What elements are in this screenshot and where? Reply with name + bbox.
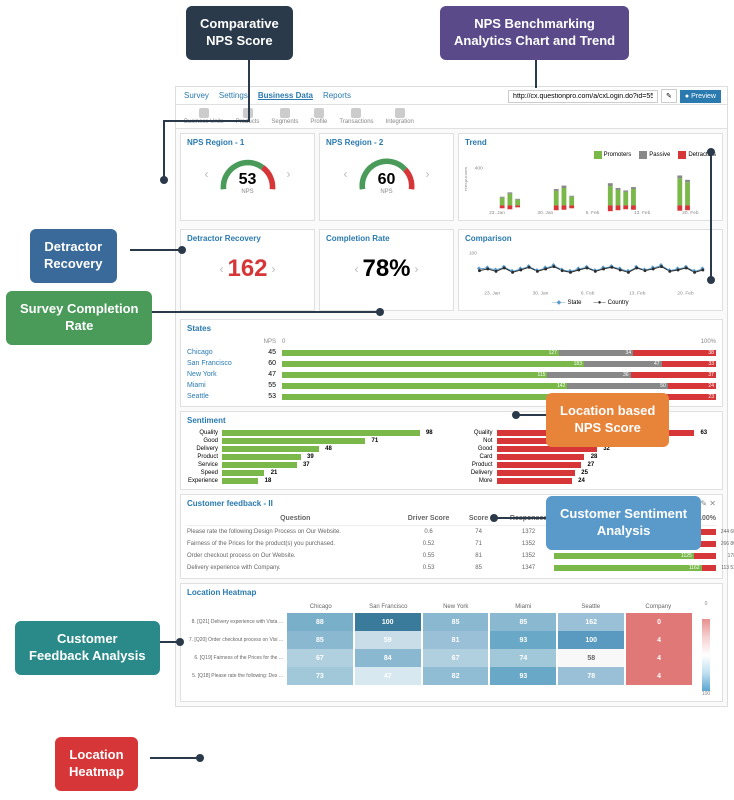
gauge-2: 60 NPS [352, 151, 422, 196]
svg-text:23. Jan: 23. Jan [484, 290, 500, 295]
callout-feedback: Customer Feedback Analysis [15, 621, 160, 675]
chevron-left-icon[interactable]: ‹ [340, 167, 352, 181]
top-nav: Survey Settings Business Data Reports ✎ ● P… [176, 87, 727, 105]
states-row: Chicago451273438 [187, 347, 716, 358]
chevron-left-icon[interactable]: ‹ [350, 262, 362, 276]
callout-sentiment: Customer Sentiment Analysis [546, 496, 701, 550]
states-row: New York471153637 [187, 369, 716, 380]
heatmap-row: 6. [Q19] Fairness of the Prices for the … [187, 649, 692, 667]
detractor-card: Detractor Recovery ‹ 162 › [180, 229, 315, 311]
card-actions[interactable]: ✎ ✕ [700, 499, 716, 508]
subnav-profile[interactable]: Profile [310, 108, 327, 125]
svg-text:Responses: Responses [465, 166, 469, 191]
detractor-value: 162 [227, 247, 267, 291]
states-row: San Francisco601834733 [187, 358, 716, 369]
callout-benchmarking: NPS Benchmarking Analytics Chart and Tre… [440, 6, 629, 60]
callout-detractor: Detractor Recovery [30, 229, 117, 283]
gauge2-title: NPS Region - 2 [326, 138, 447, 147]
nav-tab-reports[interactable]: Reports [323, 91, 351, 100]
svg-text:13. Feb: 13. Feb [634, 210, 651, 216]
url-bar: ✎ ● Preview [508, 89, 721, 103]
nav-tab-survey[interactable]: Survey [184, 91, 209, 100]
gauge-1: 53 NPS [213, 151, 283, 196]
feedback-row: Order checkout process on Our Website.0.… [187, 550, 716, 562]
feedback-row: Delivery experience with Company.0.53851… [187, 562, 716, 574]
url-input[interactable] [508, 90, 658, 103]
heatmap-row: 8. [Q21] Delivery experience with Vista … [187, 613, 692, 631]
svg-text:20. Feb: 20. Feb [677, 290, 694, 295]
chevron-right-icon[interactable]: › [283, 167, 295, 181]
chevron-right-icon[interactable]: › [411, 262, 423, 276]
subnav-integration[interactable]: Integration [386, 108, 414, 125]
heatmap-card: Location Heatmap ChicagoSan FranciscoNew… [180, 583, 723, 702]
subnav-transactions[interactable]: Transactions [339, 108, 373, 125]
subnav-segments[interactable]: Segments [271, 108, 298, 125]
svg-text:6. Feb: 6. Feb [586, 210, 600, 216]
trend-chart: Responses 400 23. Jan 30. Jan 6. Feb 13. Feb 2… [465, 161, 716, 216]
svg-text:6. Feb: 6. Feb [581, 290, 595, 295]
completion-value: 78% [362, 247, 410, 291]
svg-text:30. Jan: 30. Jan [533, 290, 549, 295]
comparison-chart: 100 23. Jan 30. Jan 6. Feb 13. Feb 20. Feb [465, 247, 716, 297]
svg-text:13. Feb: 13. Feb [629, 290, 646, 295]
chevron-left-icon[interactable]: ‹ [201, 167, 213, 181]
callout-completion: Survey Completion Rate [6, 291, 152, 345]
heatmap-scale: 0 100 [696, 601, 716, 697]
callout-heatmap: Location Heatmap [55, 737, 138, 791]
heatmap-row: 5. [Q18] Please rate the following: Des … [187, 667, 692, 685]
chevron-right-icon[interactable]: › [268, 262, 280, 276]
trend-title: Trend [465, 138, 716, 147]
sub-nav: Business UnitsProductsSegmentsProfileTra… [176, 105, 727, 129]
preview-button[interactable]: ● Preview [680, 90, 721, 103]
chevron-left-icon[interactable]: ‹ [215, 262, 227, 276]
states-row: Miami551425024 [187, 380, 716, 391]
completion-card: Completion Rate ‹ 78% › [319, 229, 454, 311]
comparison-legend: ─◆─ State─●─ Country [465, 299, 716, 306]
nav-tab-settings[interactable]: Settings [219, 91, 248, 100]
edit-button[interactable]: ✎ [661, 89, 677, 103]
comparison-card: Comparison 10023. Jan30. Jan6. Feb13. Fe… [458, 229, 723, 311]
subnav-business-units[interactable]: Business Units [184, 108, 224, 125]
gauge-card-2: NPS Region - 2 ‹ 60 NPS › [319, 133, 454, 221]
gauge1-title: NPS Region - 1 [187, 138, 308, 147]
callout-comparative: Comparative NPS Score [186, 6, 293, 60]
trend-card: Trend PromotersPassiveDetractors Respons… [458, 133, 723, 221]
svg-text:100: 100 [469, 251, 477, 257]
chevron-right-icon[interactable]: › [422, 167, 434, 181]
gauge-card-1: NPS Region - 1 ‹ 53 NPS › [180, 133, 315, 221]
svg-text:23. Jan: 23. Jan [489, 210, 505, 216]
trend-legend: PromotersPassiveDetractors [465, 151, 716, 159]
svg-text:30. Jan: 30. Jan [537, 210, 553, 216]
heatmap-row: 7. [Q20] Order checkout process on Visi … [187, 631, 692, 649]
svg-text:400: 400 [475, 166, 483, 172]
nav-tab-business-data[interactable]: Business Data [258, 91, 313, 100]
svg-text:20. Feb: 20. Feb [682, 210, 699, 216]
callout-location-nps: Location based NPS Score [546, 393, 669, 447]
